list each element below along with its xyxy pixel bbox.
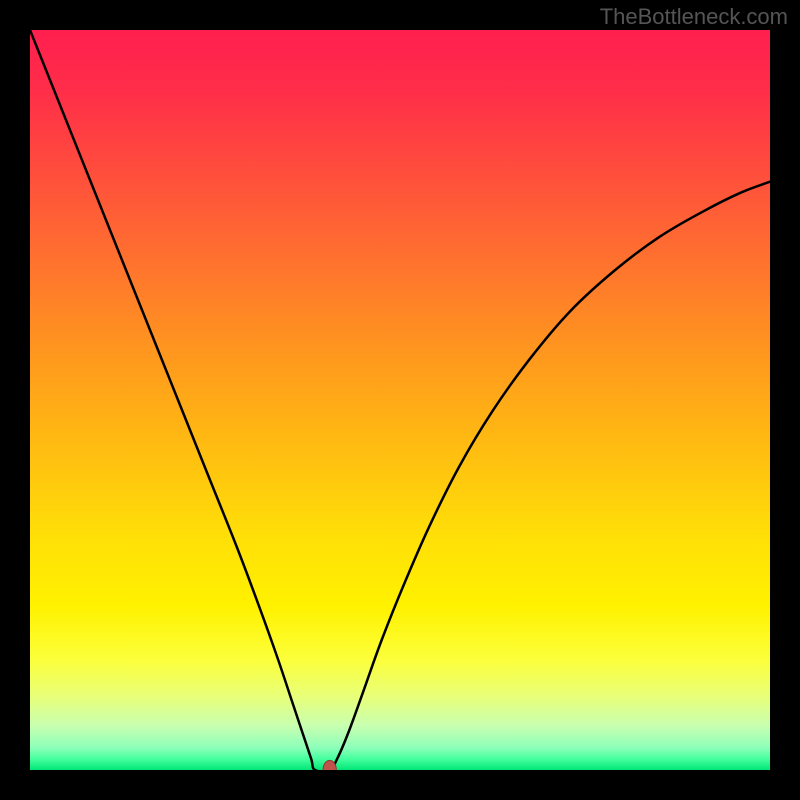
chart-container: TheBottleneck.com — [0, 0, 800, 800]
watermark-text: TheBottleneck.com — [600, 4, 788, 30]
gradient-background — [30, 30, 770, 770]
bottleneck-curve-chart — [30, 30, 770, 770]
plot-area — [30, 30, 770, 770]
